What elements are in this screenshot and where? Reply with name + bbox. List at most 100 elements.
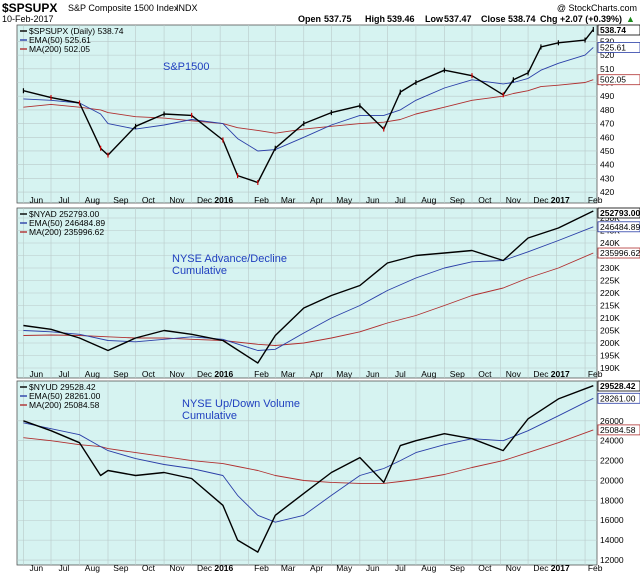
y-tick-label: 470 [600, 119, 614, 129]
price-line [23, 210, 594, 364]
x-tick-label: 2016 [214, 195, 233, 205]
x-tick-label: Oct [478, 369, 492, 379]
y-tick-label: 530 [600, 36, 614, 46]
y-tick-label: 520 [600, 50, 614, 60]
x-tick-label: 2017 [551, 563, 570, 573]
x-tick-label: Nov [506, 195, 522, 205]
ma200-line [23, 429, 594, 484]
x-tick-label: Apr [310, 369, 323, 379]
legend-entry: $NYUD 29528.42 [29, 382, 96, 392]
x-tick-label: Jul [395, 369, 406, 379]
y-tick-label: 460 [600, 132, 614, 142]
up-arrow-icon: ▲ [626, 14, 635, 24]
y-tick-label: 16000 [600, 515, 624, 525]
x-tick-label: Nov [506, 563, 522, 573]
x-tick-label: May [336, 563, 353, 573]
chart-panels: 420430440450460470480490500510520530$SPS… [16, 24, 640, 566]
x-tick-label: Sep [450, 369, 465, 379]
panel-1: 420430440450460470480490500510520530$SPS… [16, 24, 640, 204]
panel-2: 190K195K200K205K210K215K220K225K230K235K… [16, 207, 640, 379]
tag-box [597, 24, 640, 36]
last-value-tag: 525.61 [597, 42, 640, 53]
x-tick-label: Sep [113, 563, 128, 573]
y-tick-label: 12000 [600, 555, 624, 565]
last-value-tag: 25084.58 [597, 424, 640, 436]
x-tick-label: Aug [85, 195, 100, 205]
open-value: 537.75 [324, 14, 352, 24]
legend-entry: $NYAD 252793.00 [29, 209, 100, 219]
credit: @ StockCharts.com [557, 3, 637, 13]
ma200-line [23, 79, 594, 134]
x-tick-label: Feb [254, 369, 269, 379]
x-tick-label: Dec [197, 195, 213, 205]
x-tick-label: Sep [450, 195, 465, 205]
x-tick-label: Jun [29, 563, 43, 573]
ema50-line [23, 397, 594, 523]
x-tick-label: Jul [58, 195, 69, 205]
legend-entry: MA(200) 502.05 [29, 44, 90, 54]
y-tick-label: 18000 [600, 495, 624, 505]
tag-box [597, 74, 640, 86]
chart-date: 10-Feb-2017 [2, 14, 54, 24]
y-tick-label: 230K [600, 263, 620, 273]
x-tick-label: Sep [450, 563, 465, 573]
close-label: Close [481, 14, 506, 24]
tag-box [597, 207, 640, 219]
y-tick-label: 510 [600, 64, 614, 74]
x-tick-label: Feb [588, 369, 603, 379]
x-tick-label: Mar [281, 563, 296, 573]
low-label: Low [425, 14, 444, 24]
y-tick-label: 195K [600, 351, 620, 361]
x-tick-label: Aug [421, 563, 436, 573]
x-tick-label: Aug [85, 563, 100, 573]
tag-box [597, 247, 640, 259]
legend-entry: MA(200) 25084.58 [29, 400, 100, 410]
panel-annotation: NYSE Up/Down Volume [182, 398, 300, 410]
x-tick-label: Nov [169, 563, 185, 573]
y-tick-label: 14000 [600, 535, 624, 545]
x-tick-label: Jun [366, 563, 380, 573]
tag-value: 246484.89 [600, 222, 640, 232]
last-value-tag: 28261.00 [597, 392, 640, 404]
x-tick-label: Nov [169, 369, 185, 379]
x-tick-label: Feb [588, 195, 603, 205]
x-tick-label: 2017 [551, 195, 570, 205]
x-tick-label: Jul [58, 369, 69, 379]
legend-entry: EMA(50) 28261.00 [29, 391, 101, 401]
legend-entry: $SPSUPX (Daily) 538.74 [29, 26, 124, 36]
tag-value: 235996.62 [600, 248, 640, 258]
y-tick-label: 450 [600, 146, 614, 156]
price-line [23, 385, 594, 553]
ema50-line [23, 226, 594, 351]
x-tick-label: Aug [85, 369, 100, 379]
x-tick-label: Dec [197, 563, 213, 573]
tag-value: 252793.00 [600, 208, 640, 218]
last-value-tag: 252793.00 [597, 207, 640, 219]
y-tick-label: 430 [600, 173, 614, 183]
x-tick-label: Oct [142, 195, 156, 205]
symbol: $SPSUPX [2, 1, 57, 15]
x-tick-label: Oct [478, 563, 492, 573]
y-tick-label: 420 [600, 187, 614, 197]
x-tick-label: Mar [281, 195, 296, 205]
x-tick-label: Feb [588, 563, 603, 573]
y-tick-label: 480 [600, 105, 614, 115]
tag-value: 525.61 [600, 42, 626, 52]
y-tick-label: 490 [600, 91, 614, 101]
x-tick-label: Jul [58, 563, 69, 573]
tag-value: 28261.00 [600, 393, 636, 403]
chg-label: Chg [540, 14, 558, 24]
x-tick-label: Dec [197, 369, 213, 379]
legend-entry: EMA(50) 525.61 [29, 35, 91, 45]
x-tick-label: Oct [142, 369, 156, 379]
tag-value: 25084.58 [600, 425, 636, 435]
panel-annotation: NYSE Advance/Decline [172, 253, 287, 265]
last-value-tag: 29528.42 [597, 380, 640, 392]
x-tick-label: Feb [254, 195, 269, 205]
exchange: INDX [176, 3, 198, 13]
legend-entry: EMA(50) 246484.89 [29, 218, 105, 228]
tag-box [597, 392, 640, 404]
